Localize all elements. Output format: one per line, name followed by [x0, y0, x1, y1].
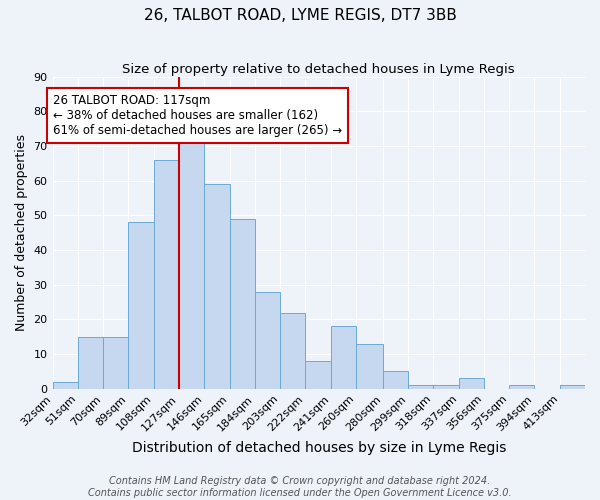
Text: 26 TALBOT ROAD: 117sqm
← 38% of detached houses are smaller (162)
61% of semi-de: 26 TALBOT ROAD: 117sqm ← 38% of detached… — [53, 94, 341, 137]
Bar — [331, 326, 356, 389]
Bar — [204, 184, 230, 389]
Bar — [128, 222, 154, 389]
Bar — [356, 344, 383, 389]
X-axis label: Distribution of detached houses by size in Lyme Regis: Distribution of detached houses by size … — [131, 441, 506, 455]
Bar — [103, 337, 128, 389]
Bar — [154, 160, 179, 389]
Bar — [509, 386, 535, 389]
Bar — [179, 136, 204, 389]
Bar — [383, 372, 408, 389]
Title: Size of property relative to detached houses in Lyme Regis: Size of property relative to detached ho… — [122, 62, 515, 76]
Y-axis label: Number of detached properties: Number of detached properties — [15, 134, 28, 331]
Bar — [433, 386, 458, 389]
Bar — [78, 337, 103, 389]
Bar — [560, 386, 585, 389]
Bar — [458, 378, 484, 389]
Bar — [305, 361, 331, 389]
Bar — [230, 219, 255, 389]
Bar — [53, 382, 78, 389]
Text: 26, TALBOT ROAD, LYME REGIS, DT7 3BB: 26, TALBOT ROAD, LYME REGIS, DT7 3BB — [143, 8, 457, 22]
Bar — [255, 292, 280, 389]
Text: Contains HM Land Registry data © Crown copyright and database right 2024.
Contai: Contains HM Land Registry data © Crown c… — [88, 476, 512, 498]
Bar — [408, 386, 433, 389]
Bar — [280, 312, 305, 389]
